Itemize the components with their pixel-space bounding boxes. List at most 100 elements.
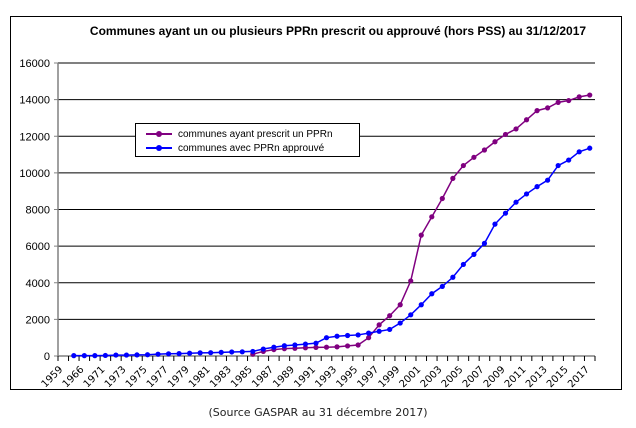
legend-label-prescrit: communes ayant prescrit un PPRn <box>178 128 333 140</box>
data-point <box>281 343 287 349</box>
data-point <box>408 312 414 318</box>
x-tick-labels: 1959196619711973197519771979198119831985… <box>40 364 592 390</box>
y-tick-label: 6000 <box>26 241 50 253</box>
y-tick-label: 4000 <box>26 278 50 290</box>
data-point <box>323 344 330 350</box>
x-tick-label: 1966 <box>61 364 87 390</box>
y-tick-labels: 0 2000 4000 6000 8000 10000 12000 14000 16000 <box>19 58 50 363</box>
x-tick-label: 1971 <box>82 364 108 390</box>
data-point <box>313 340 319 346</box>
data-point <box>576 149 582 155</box>
data-point <box>460 162 466 169</box>
data-point <box>471 154 477 160</box>
data-point <box>523 117 530 123</box>
x-tick-label: 2005 <box>440 364 466 390</box>
data-point <box>229 349 235 355</box>
data-point <box>187 350 193 356</box>
gridlines <box>58 62 595 320</box>
y-tick-label: 8000 <box>26 205 50 217</box>
data-point <box>387 313 393 319</box>
series-approuve <box>71 145 593 359</box>
data-point <box>429 291 435 297</box>
x-tick-label: 2001 <box>398 364 424 390</box>
data-point <box>418 232 424 238</box>
data-point <box>566 97 572 104</box>
x-tick-label: 1985 <box>229 364 255 390</box>
data-point <box>523 191 530 197</box>
data-point <box>460 261 466 268</box>
data-point <box>271 344 277 350</box>
data-point <box>144 352 151 358</box>
x-tick-label: 2011 <box>503 364 529 390</box>
data-point <box>481 240 488 246</box>
y-tick-label: 0 <box>44 351 50 363</box>
x-tick-label: 2017 <box>566 364 592 390</box>
x-tick-label: 2015 <box>545 364 571 390</box>
legend-item-approuve: communes avec PPRn approuvé <box>146 141 324 155</box>
data-point <box>344 332 351 339</box>
data-point <box>323 335 330 341</box>
data-point <box>123 352 130 358</box>
data-point <box>387 326 393 333</box>
data-point <box>471 251 477 257</box>
data-point <box>334 344 340 350</box>
legend-item-prescrit: communes ayant prescrit un PPRn <box>146 127 333 141</box>
data-point <box>218 349 224 355</box>
data-point <box>134 352 140 358</box>
y-tick-label: 16000 <box>19 58 50 70</box>
data-point <box>492 139 498 145</box>
data-point <box>165 351 172 357</box>
data-point <box>502 210 509 216</box>
x-tick-label: 1959 <box>40 364 66 390</box>
data-point <box>366 330 372 336</box>
data-point <box>439 195 445 202</box>
data-point <box>439 283 445 290</box>
data-point <box>355 342 361 348</box>
series-line <box>73 147 590 357</box>
x-tick-label: 1977 <box>145 364 171 390</box>
x-tick-label: 2003 <box>419 364 445 390</box>
data-point <box>155 351 161 357</box>
data-point <box>366 335 372 341</box>
data-point <box>450 175 456 181</box>
data-point <box>513 199 519 205</box>
data-point <box>92 353 98 359</box>
data-point <box>481 147 488 153</box>
legend-swatch-approuve <box>146 145 172 151</box>
x-tick-label: 1973 <box>103 364 129 390</box>
data-point <box>239 349 245 355</box>
data-point <box>397 302 403 308</box>
x-tick-label: 2009 <box>482 364 508 390</box>
y-tick-label: 14000 <box>19 95 50 107</box>
data-point <box>250 348 256 355</box>
data-point <box>429 214 435 220</box>
data-point <box>344 343 351 349</box>
data-point <box>566 157 572 163</box>
x-tick-label: 2013 <box>524 364 550 390</box>
chart-title: Communes ayant un ou plusieurs PPRn pres… <box>89 24 587 38</box>
legend: communes ayant prescrit un PPRn communes… <box>135 123 360 157</box>
data-point <box>260 346 266 352</box>
data-point <box>302 341 309 347</box>
data-point <box>71 353 77 359</box>
data-point <box>555 99 561 105</box>
axes <box>54 62 596 361</box>
data-point <box>502 131 509 138</box>
x-tick-label: 2007 <box>461 364 487 390</box>
x-tick-label: 1993 <box>313 364 339 390</box>
x-tick-label: 1995 <box>334 364 360 390</box>
x-tick-label: 1987 <box>250 364 276 390</box>
data-point <box>418 302 424 308</box>
data-point <box>534 108 540 114</box>
data-point <box>492 221 498 227</box>
x-tick-label: 1997 <box>355 364 381 390</box>
y-tick-label: 12000 <box>19 131 50 143</box>
data-point <box>534 184 540 190</box>
x-tick-label: 1999 <box>377 364 403 390</box>
data-point <box>545 177 551 183</box>
x-tick-label: 1979 <box>166 364 192 390</box>
x-tick-label: 1983 <box>208 364 234 390</box>
data-point <box>113 352 119 358</box>
x-tick-label: 1975 <box>124 364 150 390</box>
